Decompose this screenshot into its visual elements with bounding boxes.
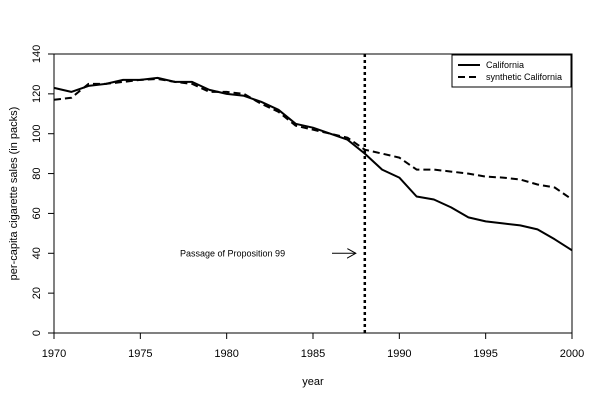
legend: California synthetic California [451,54,572,88]
series-group [53,76,573,252]
legend-label-synthetic-california: synthetic California [486,72,562,82]
y-tick-label: 80 [31,167,43,179]
legend-box [451,54,572,88]
y-tick-label: 140 [31,45,43,63]
x-tick-label: 1980 [214,348,238,360]
x-tick-label: 1995 [473,348,497,360]
y-tick-label: 120 [31,85,43,103]
x-tick-label: 1985 [301,348,325,360]
axes: 1970 1975 1980 1985 1990 1995 2000 0 20 40 60 80 100… [31,45,584,360]
annotation-label: Passage of Proposition 99 [180,248,285,258]
y-tick-label: 60 [31,207,43,219]
legend-label-california: California [486,60,524,70]
x-tick-label: 1970 [42,348,66,360]
series-line-california [53,76,573,252]
annotation-group: Passage of Proposition 99 [180,248,356,258]
y-tick-label: 20 [31,287,43,299]
x-axis-title: year [302,376,324,388]
y-tick-label: 100 [31,125,43,143]
y-tick-label: 40 [31,247,43,259]
x-tick-label: 1990 [387,348,411,360]
x-tick-label: 2000 [560,348,584,360]
y-tick-label: 0 [31,330,43,336]
series-line-synthetic-california [53,77,573,201]
x-tick-label: 1975 [128,348,152,360]
y-axis-title: per-capita cigarette sales (in packs) [8,107,20,281]
plot-frame [53,53,573,334]
